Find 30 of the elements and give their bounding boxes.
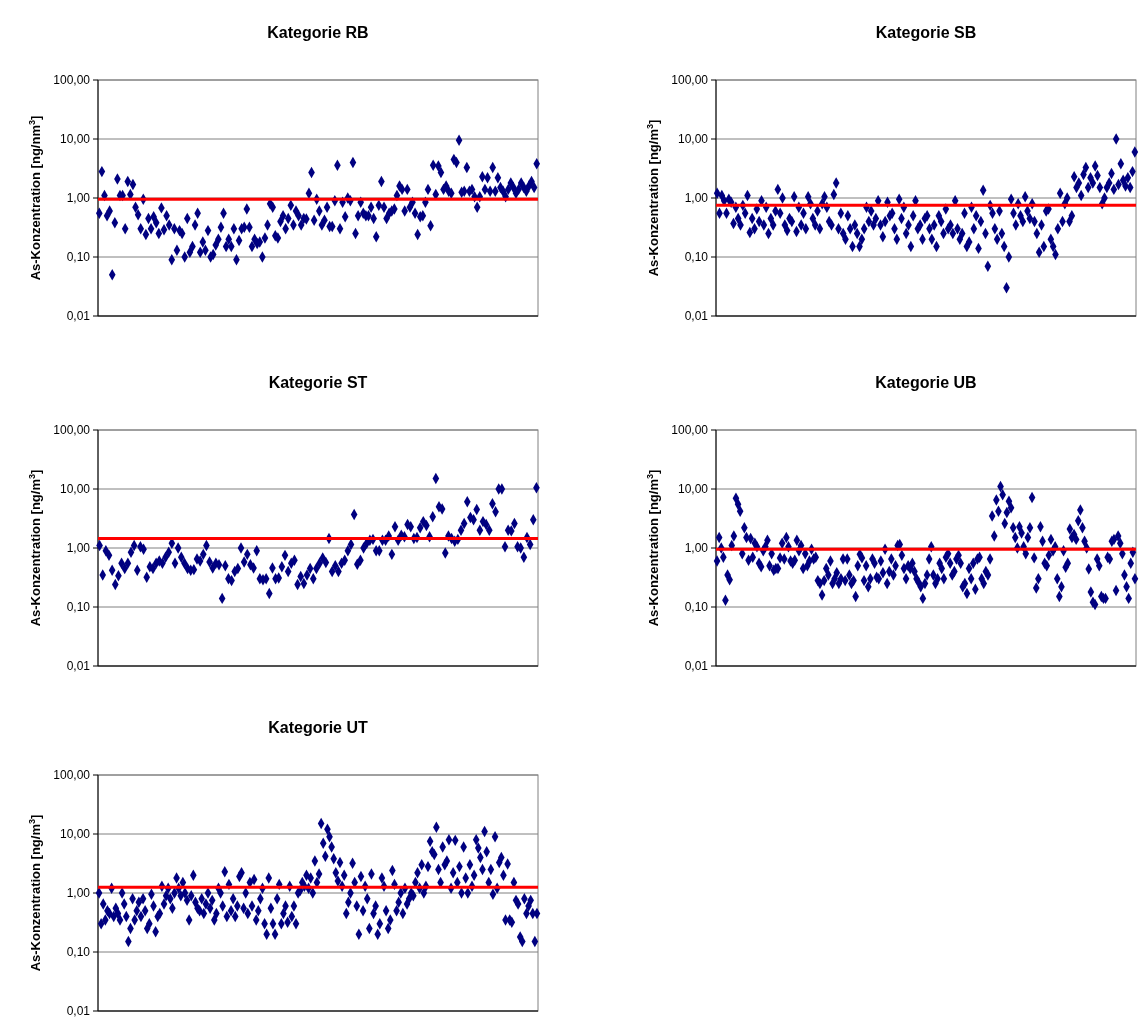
chart-title: Kategorie SB	[875, 24, 977, 41]
y-tick-label: 10,00	[59, 482, 91, 497]
y-tick-label: 0,10	[684, 250, 709, 265]
y-tick-label: 10,00	[677, 132, 709, 147]
y-tick-label: 10,00	[677, 482, 709, 497]
y-tick-label: 0,10	[684, 600, 709, 615]
y-tick-label: 100,00	[53, 768, 91, 783]
y-tick-label: 0,01	[684, 659, 709, 674]
y-tick-label: 0,01	[66, 309, 91, 324]
y-tick-label: 10,00	[59, 827, 91, 842]
chart-title: Kategorie UB	[875, 374, 977, 391]
y-tick-label: 1,00	[66, 191, 91, 206]
y-tick-label: 1,00	[684, 191, 709, 206]
y-tick-label: 100,00	[671, 73, 709, 88]
y-tick-label: 0,10	[66, 250, 91, 265]
y-tick-label: 0,10	[66, 945, 91, 960]
y-tick-label: 100,00	[53, 423, 91, 438]
y-tick-label: 100,00	[53, 73, 91, 88]
y-tick-label: 0,01	[66, 659, 91, 674]
y-tick-label: 1,00	[66, 886, 91, 901]
y-tick-label: 0,01	[684, 309, 709, 324]
y-tick-label: 0,10	[66, 600, 91, 615]
chart-title: Kategorie RB	[267, 24, 369, 41]
y-tick-label: 1,00	[66, 541, 91, 556]
y-tick-label: 10,00	[59, 132, 91, 147]
y-tick-label: 1,00	[684, 541, 709, 556]
chart-title: Kategorie UT	[268, 719, 369, 736]
y-tick-label: 0,01	[66, 1004, 91, 1019]
chart-title: Kategorie ST	[268, 374, 368, 391]
y-tick-label: 100,00	[671, 423, 709, 438]
